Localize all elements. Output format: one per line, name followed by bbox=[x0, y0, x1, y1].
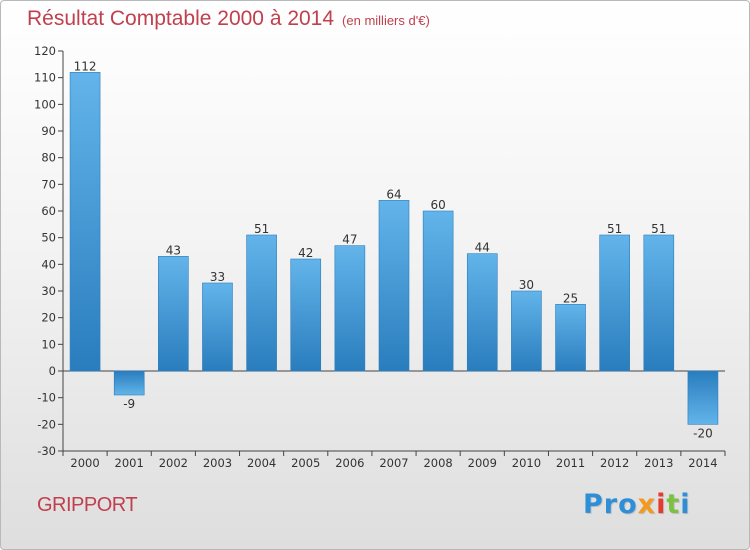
bar-2000 bbox=[69, 72, 101, 372]
y-tick-label: -20 bbox=[37, 417, 56, 431]
data-label-2012: 51 bbox=[607, 222, 622, 236]
y-tick-label: -10 bbox=[37, 391, 56, 405]
x-tick-label: 2012 bbox=[600, 456, 629, 470]
bar-2004 bbox=[246, 234, 277, 372]
data-label-2005: 42 bbox=[298, 246, 313, 260]
data-labels: 112 -9 43 33 51 42 47 64 60 44 30 25 51 51 -20 bbox=[74, 59, 713, 440]
y-tick-label: 30 bbox=[41, 284, 56, 298]
bar-2003 bbox=[202, 282, 233, 372]
y-tick-label: 70 bbox=[41, 177, 56, 191]
y-tick-label: 40 bbox=[41, 257, 56, 271]
y-tick-label: 50 bbox=[41, 231, 56, 245]
data-label-2003: 33 bbox=[210, 270, 225, 284]
data-label-2007: 64 bbox=[386, 187, 401, 201]
data-label-2002: 43 bbox=[166, 243, 181, 257]
y-tick-label: 20 bbox=[41, 311, 56, 325]
x-tick-label: 2005 bbox=[291, 456, 320, 470]
data-label-2014: -20 bbox=[693, 426, 713, 440]
bar-2010 bbox=[511, 290, 542, 372]
bar-2005 bbox=[290, 258, 322, 372]
y-tick-label: 10 bbox=[41, 337, 56, 351]
x-tick-label: 2006 bbox=[335, 456, 364, 470]
x-tick-label: 2003 bbox=[203, 456, 232, 470]
logo-part-3: i bbox=[656, 489, 667, 520]
bar-2013 bbox=[643, 234, 675, 372]
bars bbox=[69, 72, 719, 425]
logo-part-4: t bbox=[666, 489, 681, 520]
x-tick-label: 2002 bbox=[159, 456, 188, 470]
x-tick-label: 2000 bbox=[70, 456, 99, 470]
chart-title: Résultat Comptable 2000 à 2014 (en millie… bbox=[27, 7, 430, 31]
y-tick-label: -30 bbox=[37, 444, 56, 458]
data-label-2010: 30 bbox=[519, 278, 534, 292]
chart-title-text: Résultat Comptable 2000 à 2014 bbox=[27, 7, 335, 30]
data-label-2004: 51 bbox=[254, 222, 269, 236]
bar-2002 bbox=[158, 256, 189, 372]
logo-part-5: i bbox=[680, 489, 691, 520]
chart-subtitle: (en milliers d'€) bbox=[342, 13, 430, 28]
data-label-2000: 112 bbox=[74, 59, 97, 73]
data-label-2001: -9 bbox=[123, 397, 135, 411]
logo-part-2: x bbox=[637, 489, 657, 520]
bar-2011 bbox=[555, 304, 586, 372]
y-tick-label: 0 bbox=[49, 364, 56, 378]
commune-name: GRIPPORT bbox=[37, 494, 138, 516]
x-tick-label: 2004 bbox=[247, 456, 276, 470]
bar-2006 bbox=[334, 245, 366, 372]
x-tick-label: 2011 bbox=[556, 456, 585, 470]
data-label-2009: 44 bbox=[475, 241, 490, 255]
bar-2009 bbox=[466, 253, 498, 372]
y-tick-label: 100 bbox=[34, 97, 56, 111]
x-tick-label: 2007 bbox=[379, 456, 408, 470]
logo-part-1: Pro bbox=[583, 489, 638, 520]
data-label-2006: 47 bbox=[342, 233, 357, 247]
bar-2007 bbox=[378, 200, 410, 372]
data-label-2011: 25 bbox=[563, 291, 578, 305]
data-label-2008: 60 bbox=[430, 198, 445, 212]
data-label-2013: 51 bbox=[651, 222, 666, 236]
axes: -30 -20 -10 0 10 20 30 40 50 60 70 80 90 100 110 120 200… bbox=[34, 44, 726, 470]
proxiti-logo[interactable]: Proxiti bbox=[583, 489, 691, 520]
y-tick-label: 90 bbox=[41, 124, 56, 138]
x-tick-label: 2001 bbox=[115, 456, 144, 470]
x-tick-label: 2010 bbox=[512, 456, 541, 470]
x-tick-label: 2013 bbox=[644, 456, 673, 470]
bar-2008 bbox=[422, 210, 454, 372]
bar-2001 bbox=[113, 370, 145, 396]
x-tick-label: 2014 bbox=[688, 456, 717, 470]
x-tick-label: 2008 bbox=[423, 456, 452, 470]
bar-2012 bbox=[599, 234, 630, 372]
y-tick-label: 60 bbox=[41, 204, 56, 218]
bar-2014 bbox=[687, 370, 719, 425]
x-tick-label: 2009 bbox=[468, 456, 497, 470]
y-tick-label: 120 bbox=[34, 44, 56, 58]
y-tick-label: 80 bbox=[41, 151, 56, 165]
y-tick-label: 110 bbox=[34, 71, 56, 85]
